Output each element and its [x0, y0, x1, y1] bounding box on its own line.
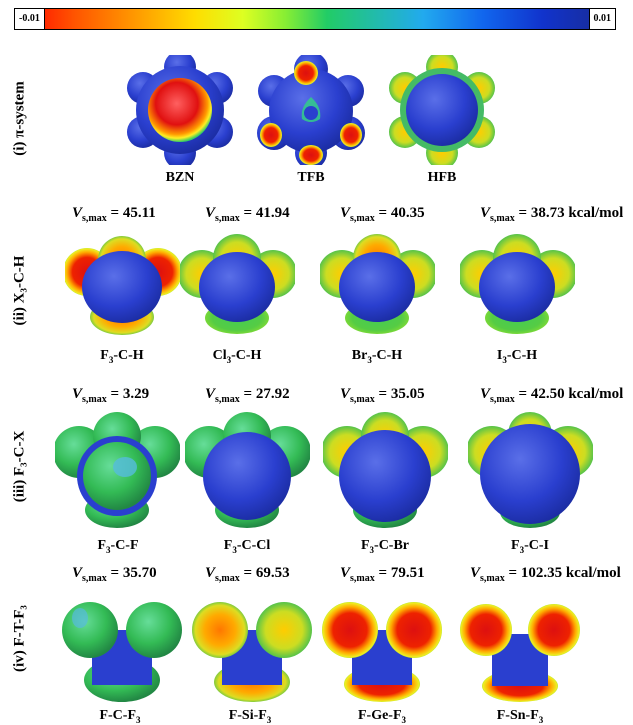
row-label-x3ch: (ii) X₃-C-H — [11, 255, 28, 326]
vsmax-label: Vs,max = 79.51 — [340, 565, 425, 584]
vsmax-label: Vs,max = 27.92 — [205, 386, 290, 405]
molecule-label: F3-C-Br — [360, 538, 410, 555]
scale-min-label: -0.01 — [15, 9, 45, 29]
molecule-label: BZN — [165, 170, 195, 185]
scale-max-label: 0.01 — [588, 9, 615, 29]
color-gradient — [15, 9, 615, 29]
vsmax-label: Vs,max = 3.29 — [72, 386, 150, 405]
i3ch-surface — [460, 234, 575, 334]
vsmax-label: Vs,max = 35.70 — [72, 565, 157, 584]
molecule-label: F-Sn-F3 — [496, 708, 544, 725]
f3cf-surface — [55, 412, 180, 528]
f3cbr-surface — [323, 412, 448, 528]
fgef3-surface — [322, 602, 442, 702]
molecule-label: I3-C-H — [496, 348, 538, 365]
br3ch-surface — [320, 234, 435, 334]
molecule-label: F3-C-I — [511, 538, 549, 555]
row-label-pi-system: (i) π-system — [11, 81, 28, 156]
molecule-label: F3-C-F — [97, 538, 139, 555]
fcf3-surface — [62, 602, 182, 702]
vsmax-label: Vs,max = 69.53 — [205, 565, 290, 584]
molecule-label: Cl3-C-H — [212, 348, 262, 365]
vsmax-label: Vs,max = 45.11 — [72, 205, 156, 224]
row-label-ftf3: (iv) F-T-F₃ — [11, 605, 28, 672]
molecule-label: Br3-C-H — [351, 348, 403, 365]
f3ccl-surface — [185, 412, 310, 528]
molecule-label: TFB — [297, 170, 325, 185]
cl3ch-surface — [180, 234, 295, 334]
molecule-label: F3-C-Cl — [223, 538, 271, 555]
f3ci-surface — [468, 412, 593, 528]
molecule-label: HFB — [427, 170, 457, 185]
molecule-label: F-Ge-F3 — [357, 708, 407, 725]
vsmax-label: Vs,max = 42.50 kcal/mol — [480, 386, 624, 405]
vsmax-label: Vs,max = 35.05 — [340, 386, 425, 405]
f3ch-surface — [65, 236, 180, 335]
fsif3-surface — [192, 602, 312, 702]
color-scale-bar: -0.01 0.01 — [14, 8, 616, 30]
molecule-label: F3-C-H — [100, 348, 144, 365]
molecule-label: F-C-F3 — [99, 708, 141, 725]
vsmax-label: Vs,max = 41.94 — [205, 205, 290, 224]
hfb-surface — [389, 55, 495, 165]
tfb-surface — [257, 55, 365, 165]
vsmax-label: Vs,max = 38.73 kcal/mol — [480, 205, 624, 224]
molecule-label: F-Si-F3 — [228, 708, 272, 725]
bzn-surface — [127, 55, 233, 165]
vsmax-label: Vs,max = 40.35 — [340, 205, 425, 224]
fsnf3-surface — [460, 604, 580, 702]
vsmax-label: Vs,max = 102.35 kcal/mol — [470, 565, 621, 584]
row-label-f3cx: (iii) F₃-C-X — [11, 430, 28, 503]
